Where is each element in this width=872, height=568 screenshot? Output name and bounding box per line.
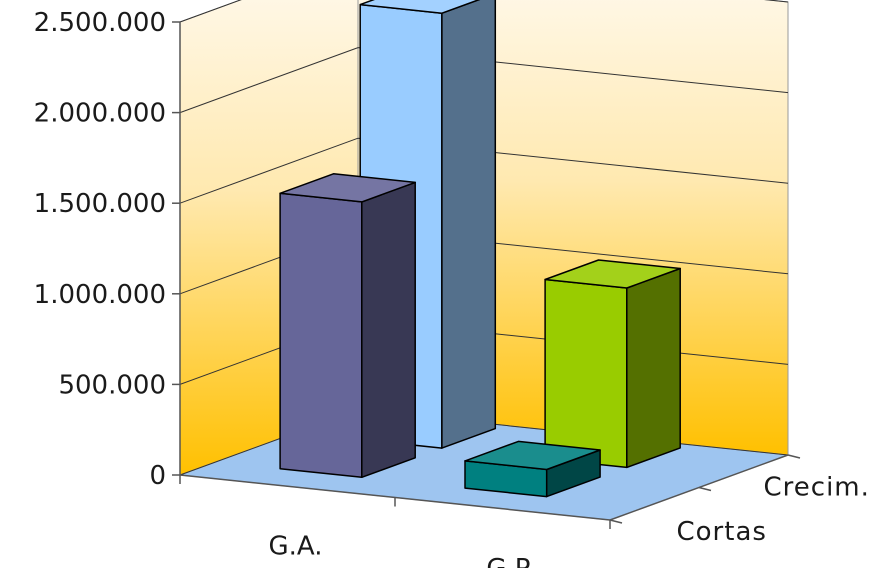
category-label: G.A.: [268, 531, 322, 561]
gridline: [179, 47, 359, 114]
depth-tick-mark: [609, 519, 623, 524]
bar-top-face: [464, 440, 601, 471]
depth-axis-series-labels: Crecim. Cortas: [677, 472, 870, 547]
y-tick-label: 0: [149, 461, 166, 491]
axes: [172, 21, 801, 529]
y-tick-label: 1.500.000: [34, 189, 166, 219]
y-axis-tick-labels: 2.500.000 2.000.000 1.500.000 1.000.000 …: [34, 8, 166, 491]
bar-top-face: [359, 0, 481, 14]
y-tick-label: 2.500.000: [34, 8, 166, 38]
y-tick-label: 1.000.000: [34, 280, 166, 310]
gridline: [179, 0, 242, 23]
depth-tick-mark: [698, 486, 712, 492]
bar-side-face: [626, 267, 681, 469]
bar-front-face: [544, 278, 628, 469]
bar: [544, 259, 681, 469]
category-label: G.P.: [486, 554, 534, 568]
gridline: [179, 137, 359, 204]
y-tick-label: 500.000: [58, 370, 166, 400]
bar-top-face: [279, 173, 416, 203]
depth-tick-mark: [787, 454, 801, 459]
y-tick-label: 2.000.000: [34, 99, 166, 129]
bar-top-face: [544, 259, 681, 289]
series-label: Cortas: [677, 517, 767, 547]
x-axis-category-labels: G.A. G.P.: [268, 531, 534, 568]
bar: [464, 440, 601, 498]
bars-group: [279, 0, 681, 498]
bar: [279, 173, 416, 479]
bar-side-face: [441, 0, 497, 449]
bar-side-face: [361, 181, 416, 479]
series-label: Crecim.: [764, 472, 870, 502]
bar-front-face: [279, 192, 363, 479]
